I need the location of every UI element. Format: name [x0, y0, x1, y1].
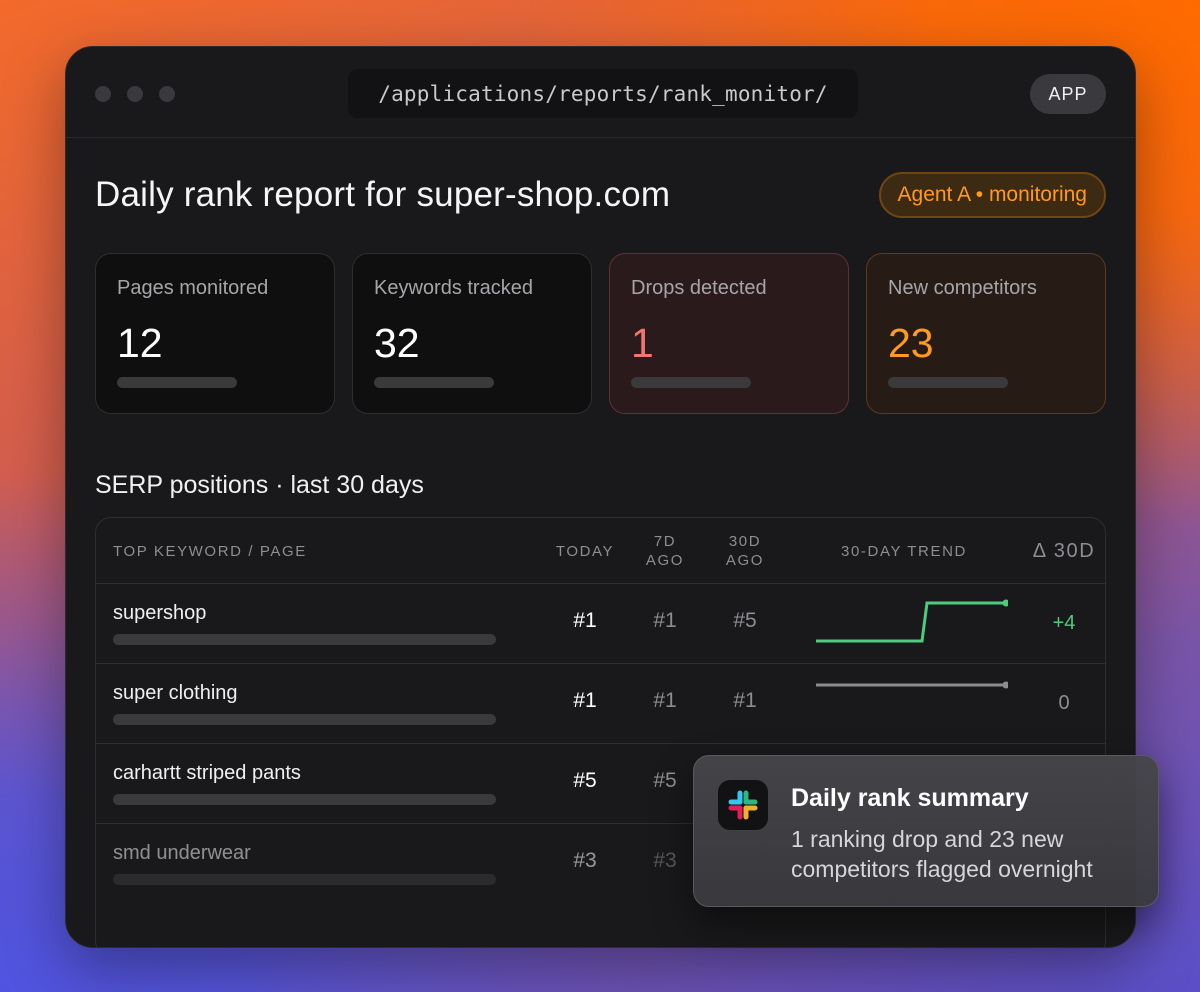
table-row[interactable]: super clothing #1 #1 #1 0 [96, 664, 1105, 744]
slack-logo-graphic [728, 790, 758, 820]
page-placeholder-bar [113, 794, 496, 805]
position-today: #5 [573, 769, 597, 792]
table-header: TOP KEYWORD / PAGE TODAY 7D AGO 30D AGO … [96, 518, 1105, 584]
window-titlebar: /applications/reports/rank_monitor/ APP [66, 47, 1135, 138]
stat-value: 32 [374, 320, 420, 366]
stat-card-new-competitors: New competitors 23 [866, 253, 1106, 414]
slack-icon [718, 780, 768, 830]
position-30d-ago: #5 [733, 609, 757, 632]
stat-card-keywords-tracked: Keywords tracked 32 [352, 253, 592, 414]
trend-sparkline [816, 681, 1008, 689]
trend-endpoint [1002, 599, 1008, 607]
stat-label: Drops detected [631, 277, 767, 299]
section-title: SERP positions · last 30 days [95, 471, 424, 499]
table-row[interactable]: supershop #1 #1 #5 +4 [96, 584, 1105, 664]
notification-body: 1 ranking drop and 23 new competitors fl… [791, 826, 1093, 882]
stat-placeholder-bar [888, 377, 1008, 388]
keyword-name: supershop [113, 602, 207, 624]
delta-30d: +4 [1052, 612, 1076, 634]
url-bar[interactable]: /applications/reports/rank_monitor/ [348, 69, 858, 118]
notification-title: Daily rank summary [791, 784, 1029, 812]
keyword-name: carhartt striped pants [113, 762, 301, 784]
page-placeholder-bar [113, 874, 496, 885]
column-header-30d-ago[interactable]: 30D AGO [725, 533, 765, 569]
app-button[interactable]: APP [1030, 74, 1106, 114]
stat-placeholder-bar [117, 377, 237, 388]
stat-value: 12 [117, 320, 163, 366]
stat-label: New competitors [888, 277, 1037, 299]
column-header-7d-ago[interactable]: 7D AGO [645, 533, 685, 569]
stat-label: Pages monitored [117, 277, 269, 299]
trend-line [816, 601, 1006, 643]
trend-sparkline [816, 599, 1008, 643]
delta-30d: 0 [1058, 692, 1070, 714]
stat-placeholder-bar [631, 377, 751, 388]
column-header-delta[interactable]: Δ 30D [1032, 540, 1096, 562]
position-today: #1 [573, 689, 597, 712]
page-placeholder-bar [113, 714, 496, 725]
column-header-today[interactable]: TODAY [555, 543, 615, 560]
stat-label: Keywords tracked [374, 277, 533, 299]
app-window: /applications/reports/rank_monitor/ APP … [65, 46, 1136, 948]
column-header-keyword[interactable]: TOP KEYWORD / PAGE [113, 543, 307, 560]
position-7d-ago: #1 [653, 689, 677, 712]
trend-endpoint [1002, 681, 1008, 689]
position-7d-ago: #1 [653, 609, 677, 632]
stat-value: 1 [631, 320, 654, 366]
position-30d-ago: #1 [733, 689, 757, 712]
serp-positions-table: TOP KEYWORD / PAGE TODAY 7D AGO 30D AGO … [95, 517, 1106, 947]
window-control-dot[interactable] [95, 86, 111, 102]
page-placeholder-bar [113, 634, 496, 645]
table-row[interactable]: carhartt striped pants #5 #5 [96, 744, 1105, 824]
position-today: #3 [573, 849, 597, 872]
table-row[interactable]: smd underwear #3 #3 [96, 824, 1105, 904]
stat-value: 23 [888, 320, 934, 366]
position-7d-ago: #5 [653, 769, 677, 792]
stat-placeholder-bar [374, 377, 494, 388]
position-7d-ago: #3 [653, 849, 677, 872]
stat-card-drops-detected: Drops detected 1 [609, 253, 849, 414]
keyword-name: smd underwear [113, 842, 251, 864]
keyword-name: super clothing [113, 682, 238, 704]
agent-status-badge: Agent A • monitoring [878, 172, 1106, 218]
column-header-trend: 30-DAY TREND [841, 543, 967, 560]
stat-card-pages-monitored: Pages monitored 12 [95, 253, 335, 414]
window-control-dot[interactable] [127, 86, 143, 102]
window-control-dot[interactable] [159, 86, 175, 102]
slack-notification[interactable]: Daily rank summary 1 ranking drop and 23… [693, 755, 1159, 907]
position-today: #1 [573, 609, 597, 632]
page-title: Daily rank report for super-shop.com [95, 175, 671, 214]
